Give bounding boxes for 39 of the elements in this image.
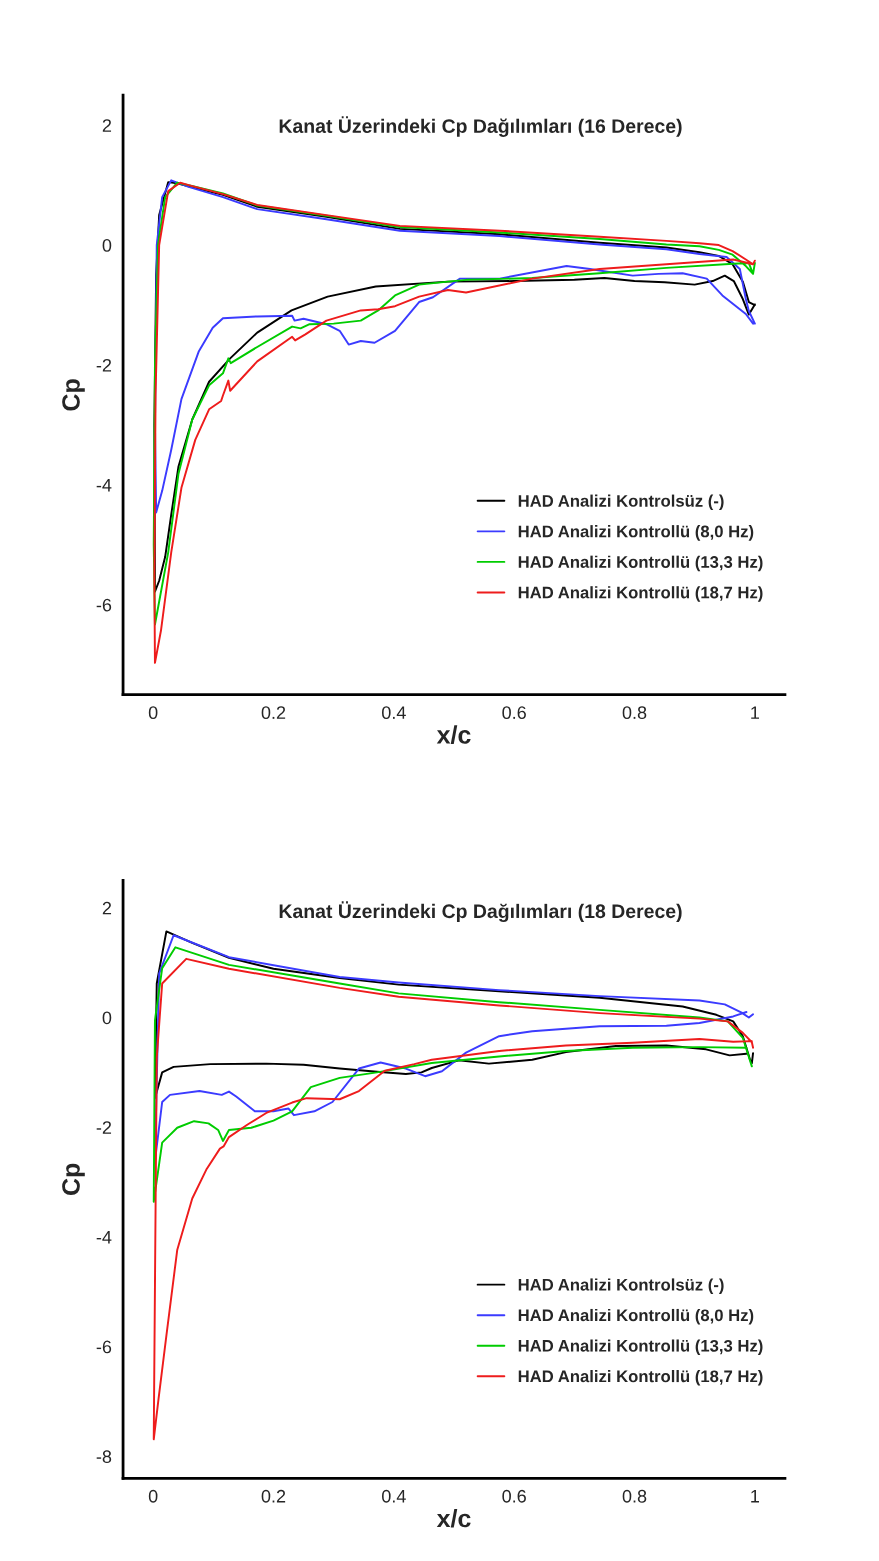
y-tick-label: 0 bbox=[102, 1011, 112, 1025]
x-tick-label: 0.2 bbox=[261, 1489, 286, 1503]
y-tick-label: -4 bbox=[96, 478, 112, 492]
text: Kanat Üzerindeki Cp Dağılımları (16 Derece) bbox=[279, 116, 682, 137]
x-tick-label: 0 bbox=[148, 1489, 158, 1503]
x-axis-title: x/c bbox=[436, 1508, 471, 1528]
legend-label: HAD Analizi Kontrollü (18,7 Hz) bbox=[518, 586, 763, 602]
legend-label: HAD Analizi Kontrollü (8,0 Hz) bbox=[518, 525, 754, 541]
x-axis-title: x/c bbox=[436, 725, 471, 744]
y-tick-label: -6 bbox=[96, 1340, 112, 1354]
legend-label: HAD Analizi Kontrolsüz (-) bbox=[518, 494, 724, 511]
x-tick-label: 1 bbox=[751, 706, 759, 719]
x-tick-label: 0.2 bbox=[261, 706, 286, 720]
legend-label: HAD Analizi Kontrollü (18,7 Hz) bbox=[518, 1370, 763, 1386]
x-tick-label: 0 bbox=[148, 706, 158, 720]
y-tick-label: -2 bbox=[96, 1121, 112, 1134]
legend-label: HAD Analizi Kontrolsüz (-) bbox=[518, 1278, 724, 1294]
x-tick-label: 0.8 bbox=[622, 1489, 647, 1503]
y-tick-label: 2 bbox=[102, 119, 112, 132]
y-axis-title: Cp bbox=[62, 1163, 85, 1195]
y-tick-label: 0 bbox=[102, 239, 112, 252]
x-tick-label: 0.6 bbox=[502, 1489, 526, 1503]
y-tick-label: -2 bbox=[96, 358, 112, 372]
text: Kanat Üzerindeki Cp Dağılımları (18 Derece) bbox=[279, 901, 682, 923]
legend-label: HAD Analizi Kontrollü (13,3 Hz) bbox=[518, 555, 763, 572]
y-tick-label: -8 bbox=[96, 1450, 112, 1464]
line-series bbox=[153, 179, 756, 514]
y-tick-label: 2 bbox=[102, 901, 112, 915]
legend-label: HAD Analizi Kontrollü (8,0 Hz) bbox=[518, 1308, 754, 1325]
x-tick-label: 1 bbox=[751, 1490, 759, 1503]
x-tick-label: 0.4 bbox=[381, 1489, 406, 1503]
y-tick-label: -4 bbox=[96, 1231, 112, 1244]
line-series bbox=[152, 946, 753, 1203]
y-tick-label: -6 bbox=[96, 598, 112, 612]
x-tick-label: 0.6 bbox=[502, 706, 526, 720]
y-axis-title: Cp bbox=[62, 379, 85, 411]
x-tick-label: 0.4 bbox=[381, 706, 406, 720]
legend-label: HAD Analizi Kontrollü (13,3 Hz) bbox=[518, 1339, 763, 1356]
x-tick-label: 0.8 bbox=[622, 706, 647, 720]
